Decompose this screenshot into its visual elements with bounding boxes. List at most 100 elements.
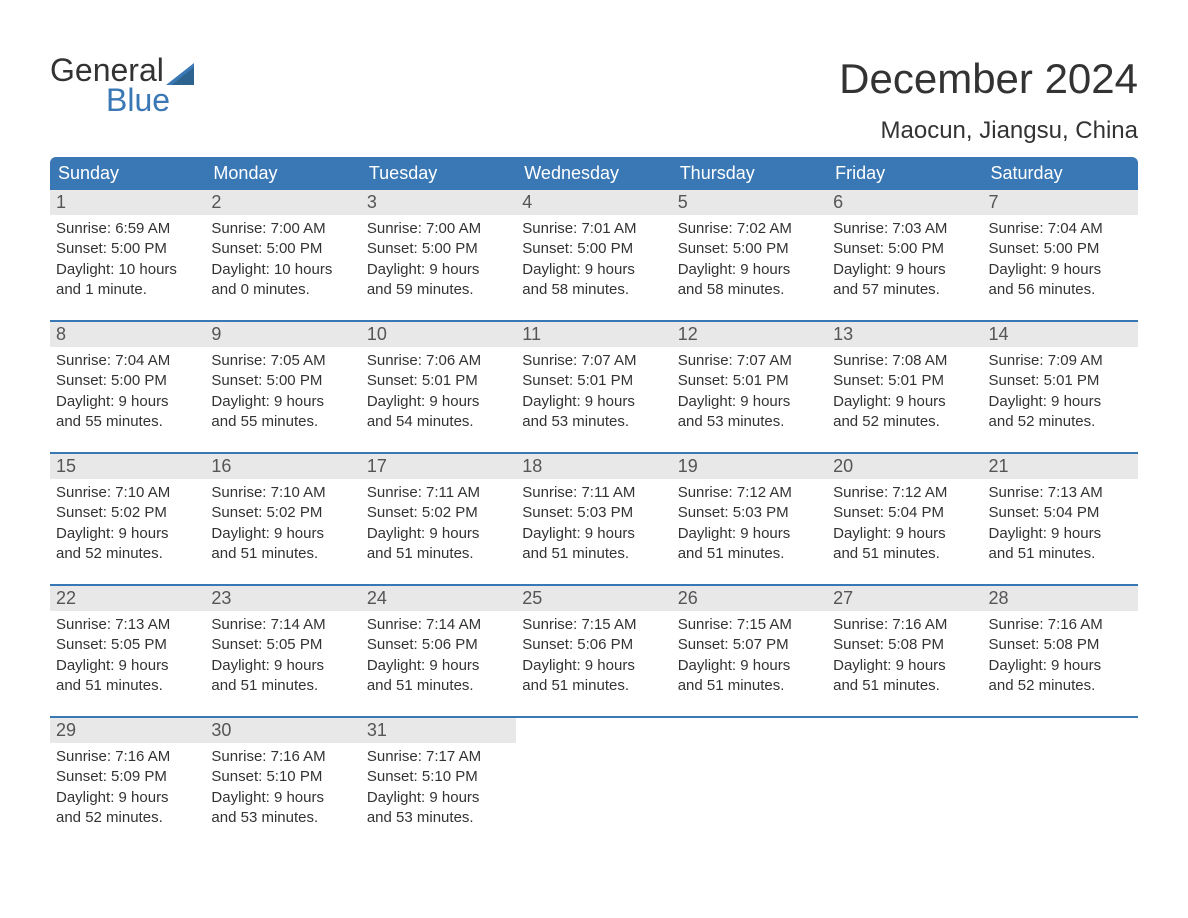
day-sunrise: Sunrise: 7:12 AM bbox=[833, 483, 976, 503]
day-number: 1 bbox=[50, 190, 205, 215]
day-dl1: Daylight: 9 hours bbox=[211, 656, 354, 676]
day-dl1: Daylight: 9 hours bbox=[367, 392, 510, 412]
calendar-day bbox=[827, 718, 982, 828]
day-sunrise: Sunrise: 7:04 AM bbox=[56, 351, 199, 371]
calendar-day: 30Sunrise: 7:16 AMSunset: 5:10 PMDayligh… bbox=[205, 718, 360, 828]
day-number: 13 bbox=[827, 322, 982, 347]
day-dl2: and 51 minutes. bbox=[833, 544, 976, 564]
brand-word2: Blue bbox=[50, 85, 194, 115]
day-details: Sunrise: 7:12 AMSunset: 5:04 PMDaylight:… bbox=[827, 479, 982, 564]
day-details: Sunrise: 7:09 AMSunset: 5:01 PMDaylight:… bbox=[983, 347, 1138, 432]
day-dl1: Daylight: 9 hours bbox=[367, 524, 510, 544]
calendar-day: 13Sunrise: 7:08 AMSunset: 5:01 PMDayligh… bbox=[827, 322, 982, 432]
calendar-day bbox=[983, 718, 1138, 828]
calendar-day: 6Sunrise: 7:03 AMSunset: 5:00 PMDaylight… bbox=[827, 190, 982, 300]
day-number: 18 bbox=[516, 454, 671, 479]
day-details: Sunrise: 7:13 AMSunset: 5:04 PMDaylight:… bbox=[983, 479, 1138, 564]
day-details: Sunrise: 7:07 AMSunset: 5:01 PMDaylight:… bbox=[672, 347, 827, 432]
day-dl2: and 51 minutes. bbox=[833, 676, 976, 696]
day-dl2: and 52 minutes. bbox=[989, 676, 1132, 696]
day-sunset: Sunset: 5:03 PM bbox=[522, 503, 665, 523]
calendar-day: 22Sunrise: 7:13 AMSunset: 5:05 PMDayligh… bbox=[50, 586, 205, 696]
day-sunset: Sunset: 5:00 PM bbox=[211, 371, 354, 391]
day-sunrise: Sunrise: 7:16 AM bbox=[56, 747, 199, 767]
day-sunrise: Sunrise: 7:07 AM bbox=[678, 351, 821, 371]
day-sunrise: Sunrise: 7:15 AM bbox=[522, 615, 665, 635]
weekday-header: Sunday bbox=[50, 157, 205, 190]
calendar-day: 28Sunrise: 7:16 AMSunset: 5:08 PMDayligh… bbox=[983, 586, 1138, 696]
day-dl1: Daylight: 9 hours bbox=[678, 392, 821, 412]
calendar-day: 10Sunrise: 7:06 AMSunset: 5:01 PMDayligh… bbox=[361, 322, 516, 432]
day-sunrise: Sunrise: 7:09 AM bbox=[989, 351, 1132, 371]
calendar-day: 11Sunrise: 7:07 AMSunset: 5:01 PMDayligh… bbox=[516, 322, 671, 432]
calendar-day: 12Sunrise: 7:07 AMSunset: 5:01 PMDayligh… bbox=[672, 322, 827, 432]
day-dl1: Daylight: 9 hours bbox=[989, 524, 1132, 544]
day-dl2: and 51 minutes. bbox=[678, 676, 821, 696]
day-dl1: Daylight: 9 hours bbox=[522, 392, 665, 412]
day-dl1: Daylight: 9 hours bbox=[522, 260, 665, 280]
day-dl2: and 57 minutes. bbox=[833, 280, 976, 300]
day-dl2: and 52 minutes. bbox=[56, 544, 199, 564]
day-details: Sunrise: 7:03 AMSunset: 5:00 PMDaylight:… bbox=[827, 215, 982, 300]
day-details: Sunrise: 7:01 AMSunset: 5:00 PMDaylight:… bbox=[516, 215, 671, 300]
day-sunset: Sunset: 5:00 PM bbox=[211, 239, 354, 259]
day-sunset: Sunset: 5:05 PM bbox=[56, 635, 199, 655]
day-sunrise: Sunrise: 7:05 AM bbox=[211, 351, 354, 371]
day-sunrise: Sunrise: 7:07 AM bbox=[522, 351, 665, 371]
day-number: 19 bbox=[672, 454, 827, 479]
day-dl1: Daylight: 9 hours bbox=[989, 656, 1132, 676]
day-dl2: and 51 minutes. bbox=[367, 544, 510, 564]
day-sunset: Sunset: 5:00 PM bbox=[367, 239, 510, 259]
day-number bbox=[983, 718, 1138, 743]
day-details: Sunrise: 7:10 AMSunset: 5:02 PMDaylight:… bbox=[50, 479, 205, 564]
day-details: Sunrise: 7:10 AMSunset: 5:02 PMDaylight:… bbox=[205, 479, 360, 564]
day-sunrise: Sunrise: 7:03 AM bbox=[833, 219, 976, 239]
day-number: 29 bbox=[50, 718, 205, 743]
day-sunset: Sunset: 5:10 PM bbox=[211, 767, 354, 787]
calendar-day bbox=[516, 718, 671, 828]
day-details: Sunrise: 7:14 AMSunset: 5:06 PMDaylight:… bbox=[361, 611, 516, 696]
day-details: Sunrise: 7:16 AMSunset: 5:10 PMDaylight:… bbox=[205, 743, 360, 828]
day-number: 16 bbox=[205, 454, 360, 479]
day-details: Sunrise: 7:16 AMSunset: 5:08 PMDaylight:… bbox=[983, 611, 1138, 696]
day-dl2: and 53 minutes. bbox=[522, 412, 665, 432]
calendar-day: 7Sunrise: 7:04 AMSunset: 5:00 PMDaylight… bbox=[983, 190, 1138, 300]
day-sunrise: Sunrise: 7:02 AM bbox=[678, 219, 821, 239]
day-details: Sunrise: 7:12 AMSunset: 5:03 PMDaylight:… bbox=[672, 479, 827, 564]
calendar-day: 25Sunrise: 7:15 AMSunset: 5:06 PMDayligh… bbox=[516, 586, 671, 696]
day-dl1: Daylight: 9 hours bbox=[989, 260, 1132, 280]
day-sunset: Sunset: 5:00 PM bbox=[56, 371, 199, 391]
calendar-day: 5Sunrise: 7:02 AMSunset: 5:00 PMDaylight… bbox=[672, 190, 827, 300]
calendar-day: 18Sunrise: 7:11 AMSunset: 5:03 PMDayligh… bbox=[516, 454, 671, 564]
calendar-day: 29Sunrise: 7:16 AMSunset: 5:09 PMDayligh… bbox=[50, 718, 205, 828]
day-number: 14 bbox=[983, 322, 1138, 347]
calendar-week: 22Sunrise: 7:13 AMSunset: 5:05 PMDayligh… bbox=[50, 584, 1138, 696]
day-sunrise: Sunrise: 7:00 AM bbox=[367, 219, 510, 239]
day-number: 31 bbox=[361, 718, 516, 743]
day-dl1: Daylight: 9 hours bbox=[522, 656, 665, 676]
day-number: 17 bbox=[361, 454, 516, 479]
day-dl1: Daylight: 9 hours bbox=[367, 656, 510, 676]
day-sunrise: Sunrise: 7:16 AM bbox=[989, 615, 1132, 635]
day-sunrise: Sunrise: 7:15 AM bbox=[678, 615, 821, 635]
day-details: Sunrise: 7:11 AMSunset: 5:03 PMDaylight:… bbox=[516, 479, 671, 564]
day-number: 23 bbox=[205, 586, 360, 611]
day-dl1: Daylight: 9 hours bbox=[211, 788, 354, 808]
day-number: 26 bbox=[672, 586, 827, 611]
day-dl2: and 55 minutes. bbox=[211, 412, 354, 432]
day-dl1: Daylight: 9 hours bbox=[56, 524, 199, 544]
title-block: December 2024 Maocun, Jiangsu, China bbox=[839, 55, 1138, 145]
day-sunset: Sunset: 5:00 PM bbox=[833, 239, 976, 259]
day-sunset: Sunset: 5:07 PM bbox=[678, 635, 821, 655]
day-details: Sunrise: 7:16 AMSunset: 5:09 PMDaylight:… bbox=[50, 743, 205, 828]
weekday-header: Saturday bbox=[983, 157, 1138, 190]
day-dl2: and 59 minutes. bbox=[367, 280, 510, 300]
day-sunset: Sunset: 5:05 PM bbox=[211, 635, 354, 655]
day-number: 28 bbox=[983, 586, 1138, 611]
day-details: Sunrise: 7:15 AMSunset: 5:07 PMDaylight:… bbox=[672, 611, 827, 696]
day-sunrise: Sunrise: 7:00 AM bbox=[211, 219, 354, 239]
day-dl1: Daylight: 9 hours bbox=[833, 656, 976, 676]
day-details: Sunrise: 6:59 AMSunset: 5:00 PMDaylight:… bbox=[50, 215, 205, 300]
day-dl1: Daylight: 9 hours bbox=[56, 656, 199, 676]
weekday-header: Monday bbox=[205, 157, 360, 190]
